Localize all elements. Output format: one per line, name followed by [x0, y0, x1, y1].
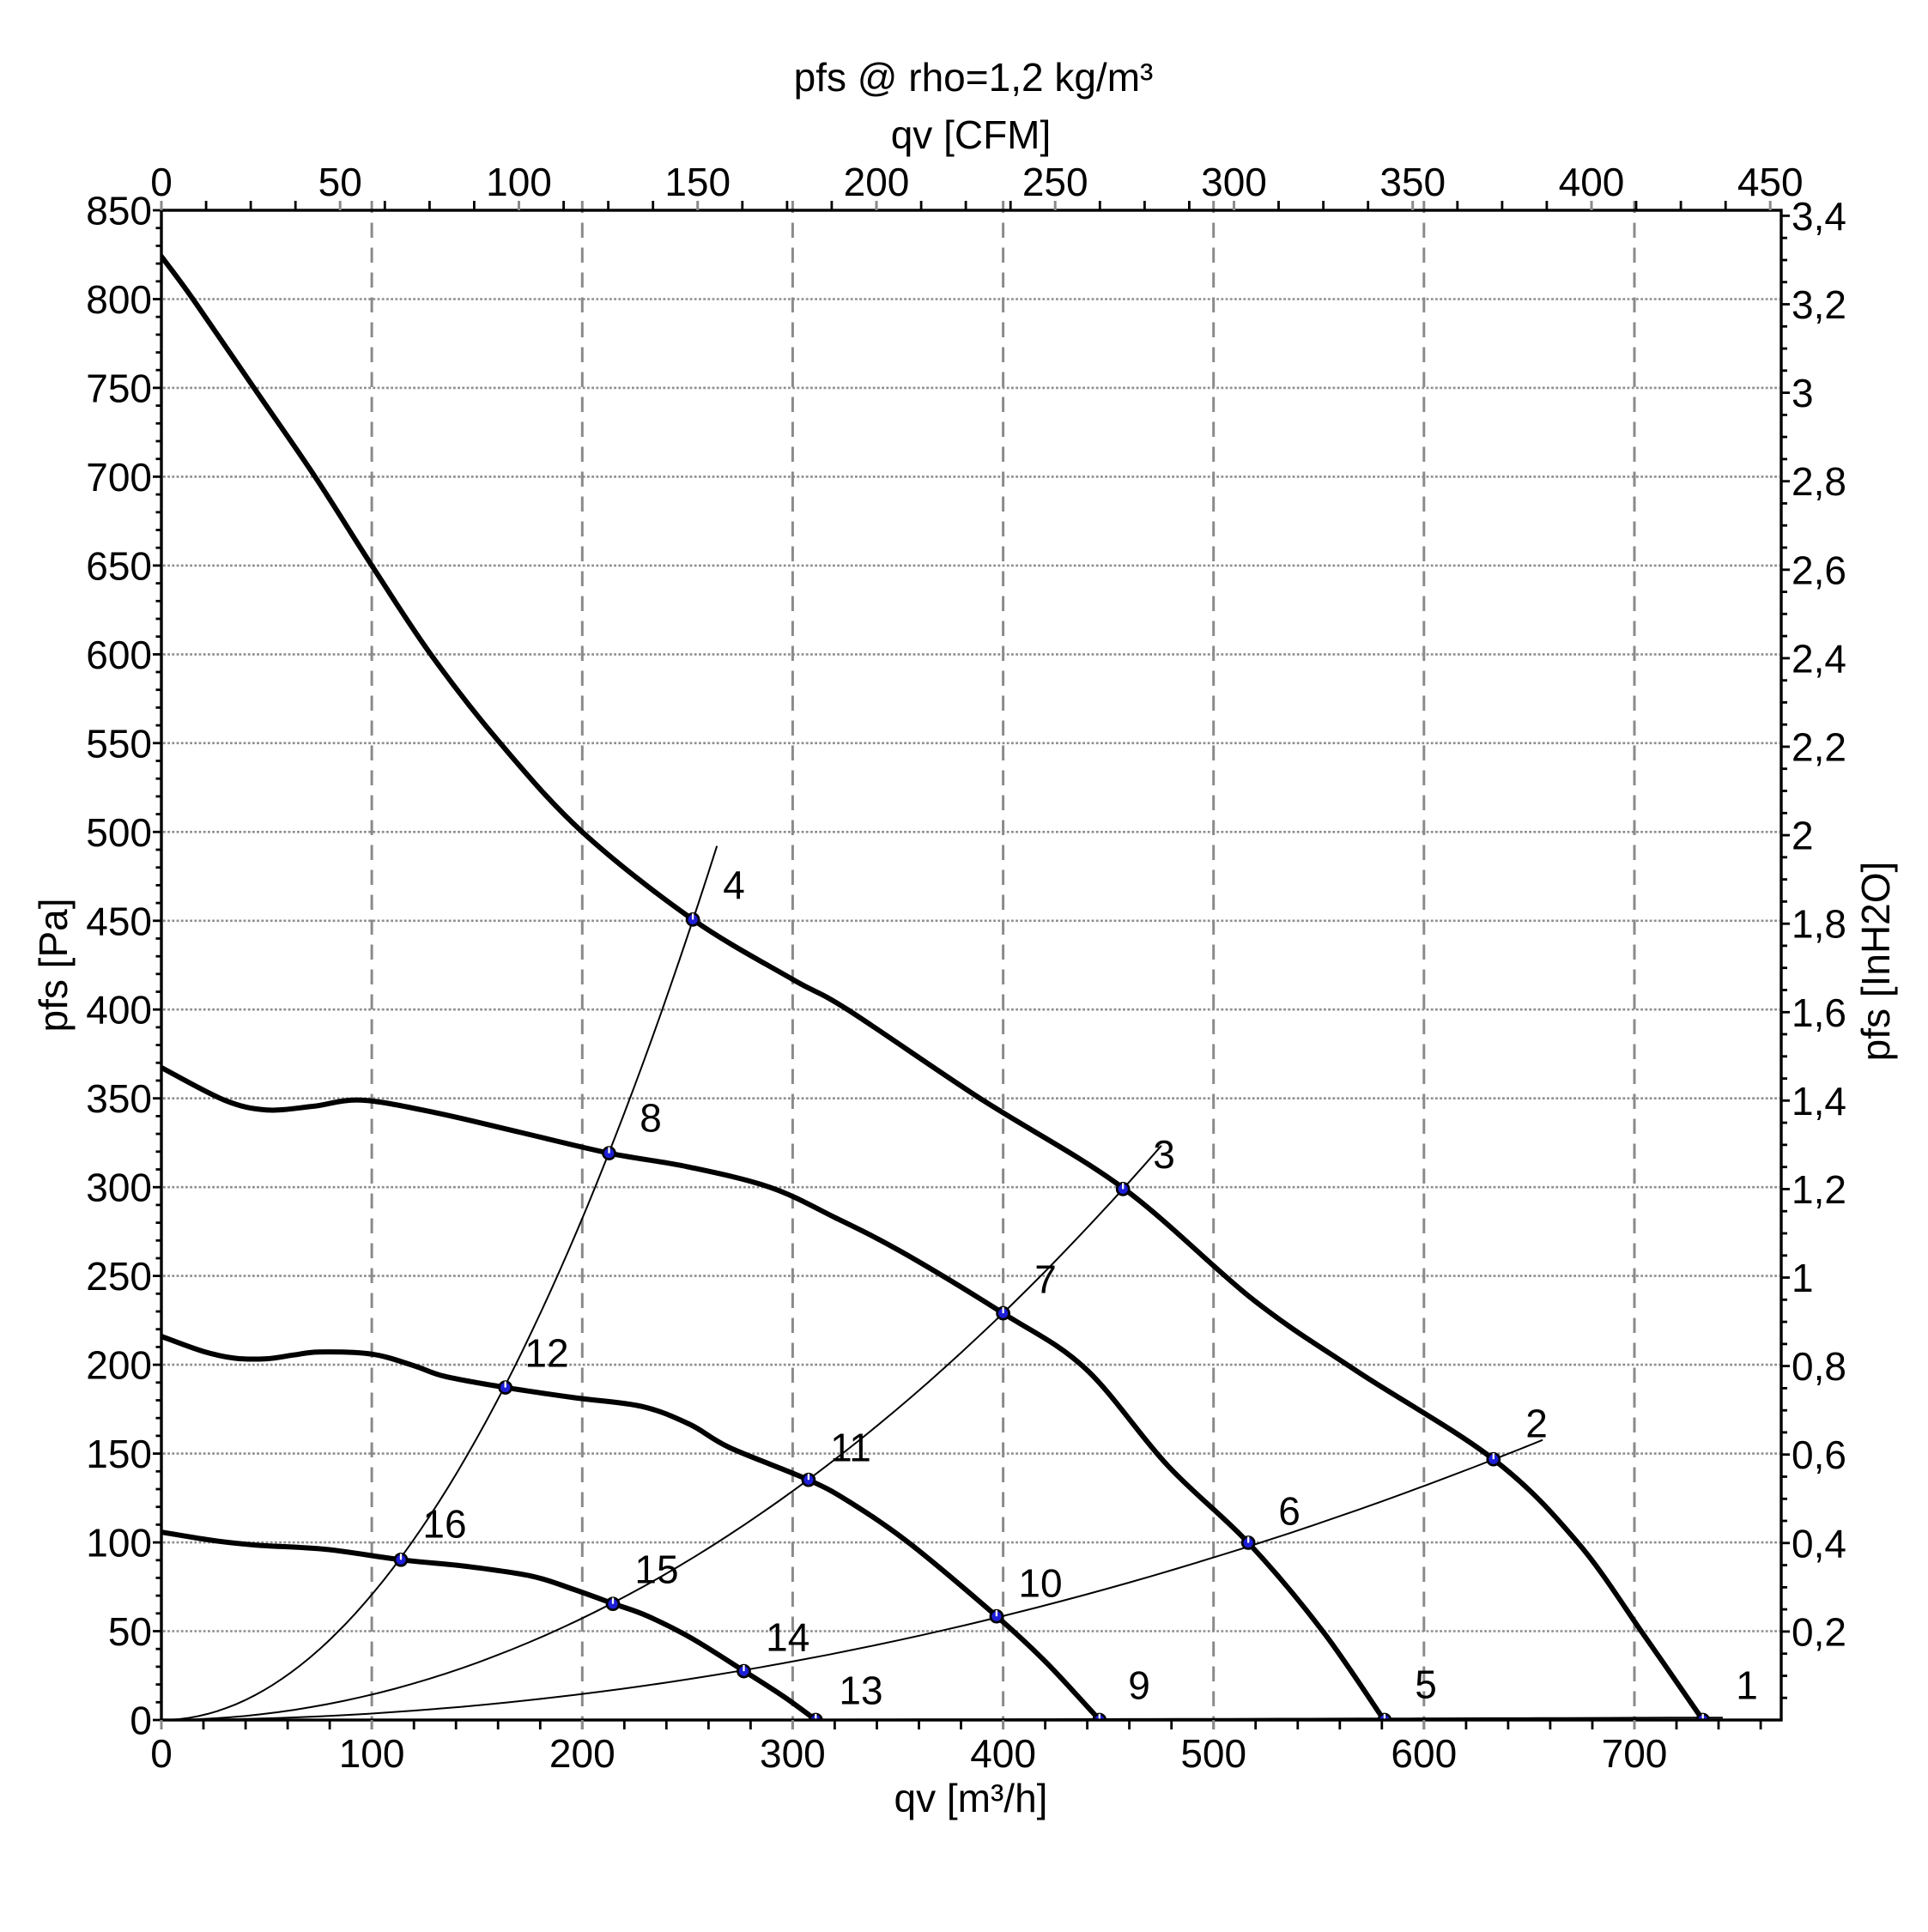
svg-text:1,8: 1,8 — [1792, 902, 1846, 947]
svg-text:13: 13 — [839, 1669, 882, 1713]
svg-text:2: 2 — [1792, 814, 1814, 858]
svg-text:700: 700 — [86, 455, 152, 500]
svg-text:300: 300 — [760, 1731, 826, 1776]
svg-text:50: 50 — [108, 1609, 152, 1654]
svg-text:pfs [Pa]: pfs [Pa] — [31, 899, 76, 1033]
svg-text:0,8: 0,8 — [1792, 1344, 1846, 1389]
svg-text:15: 15 — [634, 1547, 678, 1592]
svg-text:850: 850 — [86, 189, 152, 233]
svg-text:7: 7 — [1034, 1257, 1057, 1302]
svg-text:100: 100 — [86, 1521, 152, 1566]
svg-text:200: 200 — [549, 1731, 615, 1776]
svg-text:200: 200 — [86, 1343, 152, 1388]
svg-text:qv [m³/h]: qv [m³/h] — [894, 1776, 1048, 1820]
svg-text:400: 400 — [970, 1731, 1036, 1776]
svg-text:12: 12 — [524, 1331, 568, 1376]
svg-text:250: 250 — [1022, 160, 1088, 204]
svg-text:qv [CFM]: qv [CFM] — [891, 112, 1052, 157]
svg-text:350: 350 — [86, 1076, 152, 1121]
svg-text:50: 50 — [318, 160, 362, 204]
svg-text:4: 4 — [723, 863, 745, 907]
svg-text:0,2: 0,2 — [1792, 1609, 1846, 1654]
svg-text:2,8: 2,8 — [1792, 459, 1846, 504]
svg-text:350: 350 — [1379, 160, 1446, 204]
svg-text:0,6: 0,6 — [1792, 1432, 1846, 1477]
svg-text:5: 5 — [1415, 1662, 1437, 1707]
svg-text:700: 700 — [1602, 1731, 1668, 1776]
svg-text:9: 9 — [1128, 1663, 1150, 1708]
svg-text:500: 500 — [1180, 1731, 1246, 1776]
svg-text:2,4: 2,4 — [1792, 636, 1846, 681]
svg-text:pfs [InH2O]: pfs [InH2O] — [1853, 862, 1898, 1062]
svg-text:2: 2 — [1525, 1402, 1548, 1446]
svg-text:8: 8 — [640, 1096, 662, 1141]
svg-text:450: 450 — [86, 899, 152, 943]
svg-text:150: 150 — [664, 160, 731, 204]
svg-text:1: 1 — [1736, 1663, 1758, 1708]
svg-text:3,2: 3,2 — [1792, 282, 1846, 327]
svg-text:300: 300 — [1201, 160, 1267, 204]
svg-text:150: 150 — [86, 1432, 152, 1476]
svg-text:10: 10 — [1018, 1561, 1062, 1606]
svg-text:100: 100 — [339, 1731, 405, 1776]
svg-text:2,6: 2,6 — [1792, 548, 1846, 592]
svg-text:0: 0 — [150, 160, 173, 204]
svg-text:3: 3 — [1792, 371, 1814, 415]
svg-text:1,4: 1,4 — [1792, 1079, 1846, 1123]
svg-text:16: 16 — [422, 1502, 466, 1547]
svg-text:450: 450 — [1737, 160, 1804, 204]
svg-text:pfs @ rho=1,2 kg/m³: pfs @ rho=1,2 kg/m³ — [794, 55, 1154, 100]
svg-text:500: 500 — [86, 810, 152, 855]
svg-text:3,4: 3,4 — [1792, 194, 1846, 239]
svg-text:200: 200 — [844, 160, 910, 204]
svg-text:11: 11 — [830, 1426, 871, 1470]
svg-text:6: 6 — [1278, 1489, 1300, 1534]
svg-text:1,2: 1,2 — [1792, 1167, 1846, 1212]
svg-text:14: 14 — [766, 1614, 809, 1659]
svg-text:0: 0 — [150, 1731, 173, 1776]
svg-text:1,6: 1,6 — [1792, 990, 1846, 1035]
svg-text:650: 650 — [86, 543, 152, 588]
svg-text:0,4: 0,4 — [1792, 1521, 1846, 1566]
svg-text:600: 600 — [86, 633, 152, 677]
svg-text:550: 550 — [86, 721, 152, 766]
svg-text:800: 800 — [86, 277, 152, 322]
svg-text:300: 300 — [86, 1166, 152, 1210]
svg-text:400: 400 — [1559, 160, 1625, 204]
svg-text:750: 750 — [86, 366, 152, 410]
svg-text:2,2: 2,2 — [1792, 725, 1846, 770]
svg-text:1: 1 — [1792, 1256, 1814, 1300]
svg-text:0: 0 — [130, 1699, 152, 1743]
svg-text:100: 100 — [486, 160, 552, 204]
svg-text:3: 3 — [1153, 1132, 1175, 1177]
svg-text:600: 600 — [1391, 1731, 1457, 1776]
svg-text:250: 250 — [86, 1254, 152, 1299]
svg-text:400: 400 — [86, 988, 152, 1033]
